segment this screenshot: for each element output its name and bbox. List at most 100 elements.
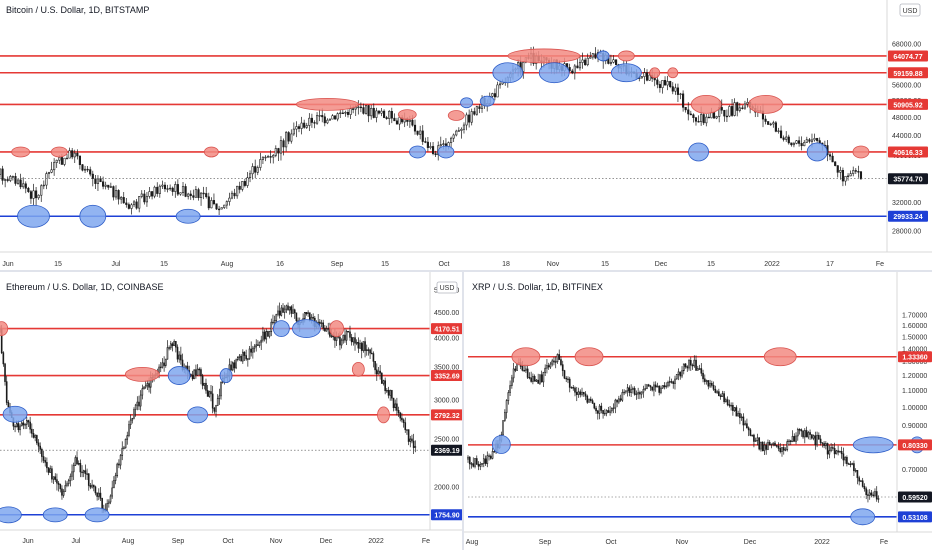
candle-body [111,487,114,497]
resistance-touch-marker [447,110,465,121]
time-axis[interactable]: Jun Jul Aug Sep Oct Nov Dec 2022 Fe [22,538,430,545]
candle-body [628,387,631,393]
candle-body [696,368,699,371]
candle-body [295,312,298,322]
candle-body [233,192,236,197]
candle-body [50,169,53,173]
candle-body [282,307,284,313]
candle-body [318,115,321,117]
candle-body [689,360,692,366]
candle-body [231,362,234,371]
candle-body [180,354,182,361]
candle-body [439,144,442,147]
time-axis[interactable]: Aug Sep Oct Nov Dec 2022 Fe [466,539,888,546]
candle-body [94,178,97,184]
candle-body [581,59,584,63]
candle-body [784,449,787,451]
candle-body [870,492,873,496]
candle-body [877,498,880,500]
candle-body [530,377,532,382]
candle-body [702,372,704,380]
candle-body [215,203,218,210]
candle-body [849,173,852,177]
candle-body [732,404,734,411]
candle-body [733,407,736,411]
candle-body [874,491,876,496]
candle-body [63,157,66,165]
bitcoin-chart-panel: Bitcoin / U.S. Dollar, 1D, BITSTAMP 6800… [0,0,932,270]
candle-body [352,108,355,110]
level-lines [0,327,430,516]
candle-body [828,450,831,455]
candle-body [76,152,79,157]
candle-body [695,359,697,371]
resistance-touch-marker [351,361,365,377]
candle-body [393,117,396,122]
candle-body [839,451,841,453]
last-price-label: 35774.70 [893,177,922,184]
currency-button[interactable] [899,3,921,17]
candle-body [736,102,739,111]
candle-body [705,116,708,124]
candle-body [15,423,18,428]
candle-body [372,353,375,362]
candle-body [87,473,90,486]
candle-body [102,181,105,187]
candle-body [277,148,280,154]
candle-body [872,494,875,497]
candle-body [836,165,839,173]
candle-body [491,93,494,97]
time-axis[interactable]: Jun 15 Jul 15 Aug 16 Sep 15 Oct 18 Nov 15 Dec 15 2022 1… [2,261,884,268]
candle-body [619,398,622,401]
candle-body [573,65,576,74]
candle-body [272,321,274,324]
candle-body [344,334,346,341]
candle-body [210,200,213,209]
price-axis[interactable]: 5000.004500.004000.003500.003000.002500.… [434,288,459,492]
candle-body [730,106,734,116]
candle-body [805,430,808,438]
candle-body [677,371,680,375]
candle-body [511,377,513,386]
candles [467,349,880,503]
candle-body [374,361,376,371]
candle-body [474,458,476,467]
candle-body [380,110,383,114]
candle-body [339,112,342,115]
candle-body [644,388,646,390]
candle-body [17,423,20,431]
candle-body [307,312,309,315]
candle-body [220,382,222,397]
candle-body [442,143,445,145]
candle-body [761,441,764,452]
candle-body [334,115,337,120]
candle-body [735,407,738,417]
price-tag-label: 29933.24 [893,214,922,221]
candle-body [796,429,799,437]
candle-body [359,343,361,349]
candle-body [416,130,419,135]
currency-button[interactable] [436,281,458,294]
candle-body [194,189,197,198]
price-axis[interactable]: 1.70000 1.60000 1.50000 1.40000 1.30000 1.200… [902,313,927,501]
candle-body [163,362,165,366]
candle-body [114,190,118,198]
candle-body [129,419,132,426]
candle-body [330,335,333,338]
candle-body [560,359,562,365]
candle-body [472,463,475,467]
candle-body [401,417,403,421]
price-tag-label: 40616.33 [893,150,922,157]
candle-body [339,336,341,346]
candle-body [772,122,775,125]
candle-body [614,399,617,409]
time-tick-label: Fe [880,539,888,546]
candle-body [22,183,25,188]
candle-body [225,201,228,206]
candle-body [126,435,129,440]
candle-body [674,87,677,92]
candle-body [89,485,92,488]
candle-body [561,364,564,371]
support-touch-marker [79,204,107,228]
candle-body [116,463,119,476]
